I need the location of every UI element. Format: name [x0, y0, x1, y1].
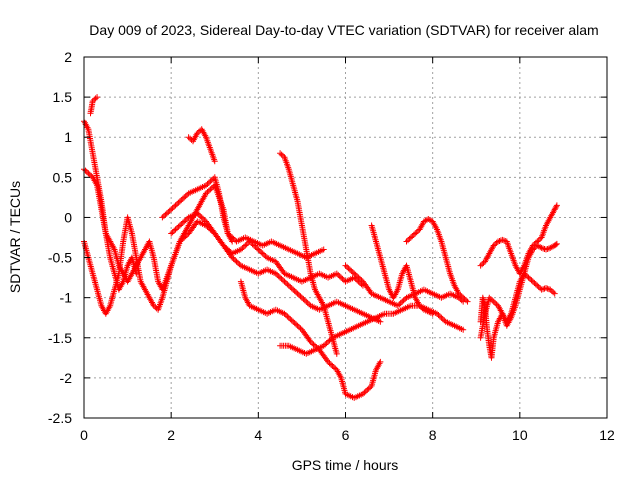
series-track-12: [368, 222, 436, 317]
series-track-8: [237, 278, 384, 401]
y-tick-label: -0.5: [48, 250, 72, 266]
x-axis-title: GPS time / hours: [292, 457, 399, 473]
series-track-9: [277, 150, 340, 357]
chart-title: Day 009 of 2023, Sidereal Day-to-day VTE…: [89, 22, 598, 38]
grid: [84, 57, 607, 418]
series-track-16: [477, 270, 558, 341]
data-marker-trail: [277, 302, 467, 357]
data-marker-trail: [87, 94, 101, 117]
x-tick-label: 10: [512, 427, 528, 443]
data-marker-trail: [168, 210, 384, 325]
series-track-14: [477, 202, 560, 277]
y-tick-label: 1.5: [53, 89, 73, 105]
series-track-5: [159, 174, 327, 261]
x-tick-label: 6: [342, 427, 350, 443]
series-track-2: [87, 94, 101, 117]
axes: 0 2 4 6 8 10 12 -2.5 -2 -1.5 -1 -0.5 0 0.5 1 1.5 2: [48, 49, 615, 443]
data-marker-trail: [185, 126, 218, 165]
data-marker-trail: [403, 216, 471, 305]
data-marker-trail: [477, 202, 560, 277]
x-tick-label: 4: [254, 427, 262, 443]
data-marker-trail: [237, 278, 384, 401]
x-tick-label: 0: [80, 427, 88, 443]
series-track-10: [277, 302, 467, 357]
y-tick-label: -2: [60, 370, 73, 386]
y-tick-label: 0: [64, 209, 72, 225]
series-track-11: [342, 262, 467, 309]
series-track-6: [185, 126, 218, 165]
y-tick-label: -2.5: [48, 410, 72, 426]
series-track-13: [403, 216, 471, 305]
y-tick-label: 0.5: [53, 169, 73, 185]
x-tick-label: 8: [429, 427, 437, 443]
y-tick-label: 2: [64, 49, 72, 65]
series-track-7: [168, 210, 384, 325]
y-tick-label: -1: [60, 290, 73, 306]
x-tick-label: 12: [599, 427, 615, 443]
y-tick-label: -1.5: [48, 330, 72, 346]
data-marker-trail: [342, 262, 467, 309]
data-marker-trail: [368, 222, 436, 317]
y-axis-title: SDTVAR / TECUs: [7, 181, 23, 293]
data-marker-trail: [477, 270, 558, 341]
data-series: [81, 94, 560, 401]
data-marker-trail: [277, 150, 340, 357]
y-tick-label: 1: [64, 129, 72, 145]
x-tick-label: 2: [167, 427, 175, 443]
data-marker-trail: [159, 174, 327, 261]
